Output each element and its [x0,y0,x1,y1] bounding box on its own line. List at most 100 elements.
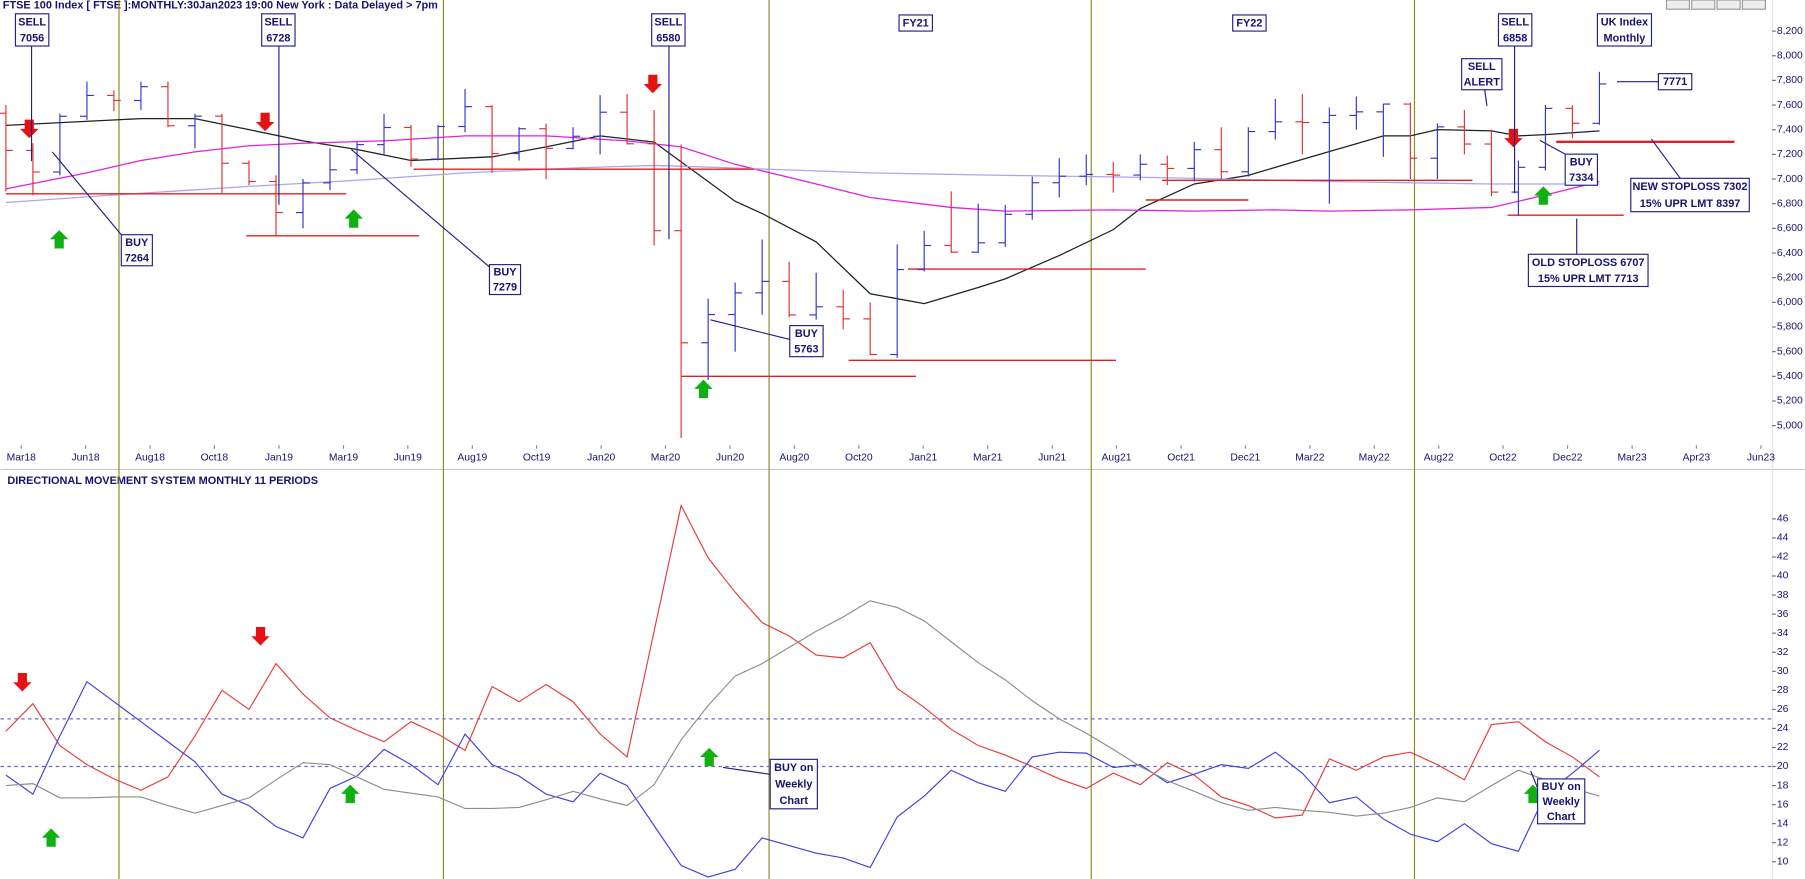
nav-prev[interactable] [1691,0,1716,10]
callout-box [1564,153,1598,186]
indicator-line [5,600,1600,817]
y-tick-label: 46 [1777,514,1789,525]
y-tick-label: 40 [1777,571,1789,582]
nav-last[interactable] [1741,0,1766,10]
callout-text: 15% UPR LMT 7713 [1538,273,1639,285]
x-tick-label: May22 [1359,453,1390,464]
callout-text: SELL [1501,16,1529,28]
x-tick-label: Mar18 [7,453,37,464]
x-tick-label: Jan21 [909,453,937,464]
y-tick-label: 5,600 [1777,346,1803,357]
y-tick-label: 6,400 [1777,248,1803,259]
callout-text: SELL [18,16,46,28]
y-tick-label: 6,600 [1777,223,1803,234]
y-tick-label: 42 [1777,552,1789,563]
y-tick-label: 14 [1777,818,1789,829]
x-tick-label: Oct22 [1489,453,1517,464]
callout-text: 5763 [794,343,818,355]
callout-box [1461,58,1503,91]
x-tick-label: Mar21 [973,453,1003,464]
y-tick-label: 16 [1777,799,1789,810]
callout-text: 6728 [266,32,290,44]
callout-box [898,14,933,32]
x-tick-label: Jan19 [265,453,293,464]
y-tick-label: 5,000 [1777,420,1803,431]
x-tick-label: Jun19 [394,453,422,464]
callout-box [261,13,296,47]
nav-first[interactable] [1665,0,1691,10]
y-tick-label: 5,200 [1777,396,1803,407]
callout-text: BUY [493,267,517,279]
y-tick-label: 6,200 [1777,272,1803,283]
callout-box [488,264,522,296]
y-tick-label: 20 [1777,761,1789,772]
y-tick-label: 8,200 [1777,26,1803,37]
callout-text: 7056 [20,32,44,44]
y-tick-label: 7,400 [1777,124,1803,135]
callout-leader [1530,770,1539,789]
moving-average [5,135,1600,212]
y-tick-label: 8,000 [1777,50,1803,61]
nav-next[interactable] [1716,0,1741,10]
callout-box [1527,253,1649,288]
y-tick-label: 10 [1777,856,1789,867]
callout-text: 7264 [125,252,149,264]
callout-text: Chart [1547,811,1576,823]
sell-arrow [255,112,275,132]
indicator-line [5,680,1600,878]
buy-arrow [341,784,360,804]
nav-buttons [1665,0,1766,10]
x-tick-label: Jun21 [1038,453,1066,464]
x-tick-label: Mar20 [651,453,681,464]
x-tick-label: Jan20 [587,453,615,464]
y-tick-label: 38 [1777,590,1789,601]
x-tick-label: Aug18 [135,453,165,464]
callout-box [1497,13,1533,47]
x-tick-label: Oct18 [201,453,229,464]
callout-box [14,13,50,47]
callout-text: BUY [125,237,149,249]
x-tick-label: Apr23 [1683,453,1711,464]
callout-leader [51,151,122,236]
callout-text: SELL [654,16,682,28]
y-tick-label: 7,800 [1777,75,1803,86]
callout-box [789,325,824,358]
x-tick-label: Jun18 [71,453,99,464]
x-tick-label: Jun23 [1747,453,1775,464]
x-tick-label: Oct19 [523,453,551,464]
callout-box [1596,13,1653,47]
y-tick-label: 28 [1777,685,1789,696]
y-tick-label: 24 [1777,723,1789,734]
indicator-title: DIRECTIONAL MOVEMENT SYSTEM MONTHLY 11 P… [7,475,318,487]
x-tick-label: Mar23 [1617,453,1647,464]
y-tick-label: 44 [1777,533,1789,544]
callout-leader [710,319,790,340]
x-tick-label: Aug19 [457,453,487,464]
chart-title: FTSE 100 Index [ FTSE ]:MONTHLY:30Jan202… [3,0,438,12]
y-tick-label: 7,000 [1777,174,1803,185]
callout-text: BUY [795,328,819,340]
buy-arrow [41,828,61,847]
callout-text: Weekly [1542,796,1579,808]
sell-arrow [1504,128,1523,148]
y-tick-label: 7,200 [1777,149,1803,160]
callout-leader [1484,89,1488,106]
callout-leader [1539,139,1566,155]
callout-leader [351,149,490,268]
callout-text: 7334 [1569,172,1593,184]
x-tick-label: Dec22 [1553,453,1583,464]
x-tick-label: Oct20 [845,453,873,464]
callout-box [651,13,686,47]
x-tick-label: Mar19 [329,453,359,464]
x-tick-label: Mar22 [1295,453,1325,464]
y-tick-label: 22 [1777,742,1789,753]
sell-arrow [643,74,663,94]
callout-text: Monthly [1604,32,1646,44]
y-tick-label: 5,400 [1777,371,1803,382]
callout-text: BUY on [774,762,813,774]
indicator-line [5,503,1600,819]
callout-text: Weekly [775,779,812,791]
callout-text: 6580 [656,32,680,44]
